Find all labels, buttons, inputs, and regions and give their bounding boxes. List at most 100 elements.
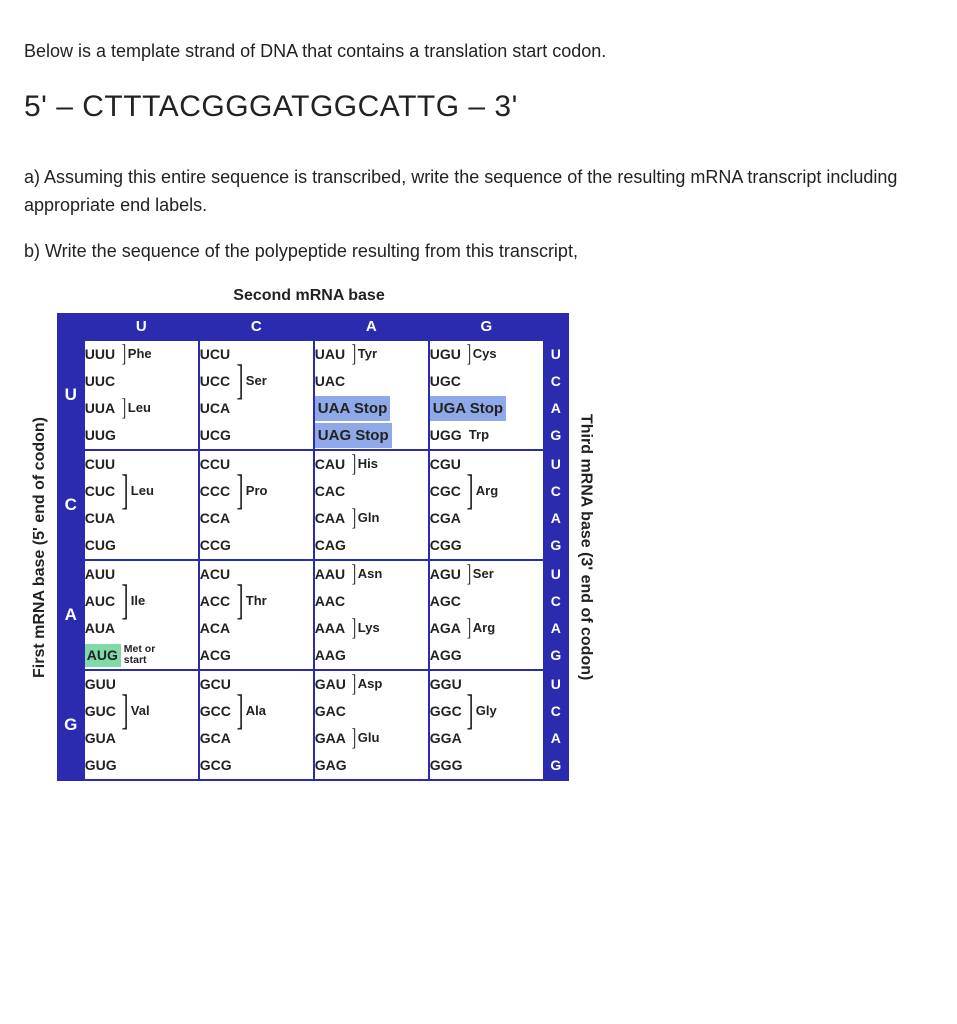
codon-cell-GC: GCUGCC]AlaGCAGCG bbox=[199, 670, 314, 780]
codon: UUA bbox=[85, 398, 121, 420]
codon: GCG bbox=[200, 755, 236, 777]
aa-label: Pro bbox=[246, 481, 268, 501]
third-base: G bbox=[545, 422, 567, 449]
codon: UCU bbox=[200, 344, 236, 366]
aa-label: Ser bbox=[473, 564, 494, 584]
row-header: C bbox=[58, 450, 84, 560]
aa-label: His bbox=[358, 454, 378, 474]
aa-label: Met orstart bbox=[124, 644, 156, 667]
codon: CUA bbox=[85, 508, 121, 530]
codon: GGC bbox=[430, 701, 466, 723]
stop-codon: UAA Stop bbox=[315, 396, 390, 421]
codon-cell-AG: AGU]SerAGCAGA]ArgAGG bbox=[429, 560, 544, 670]
codon: UCC bbox=[200, 371, 236, 393]
col-header: U bbox=[84, 314, 199, 340]
codon: AAG bbox=[315, 645, 351, 667]
codon: AGU bbox=[430, 564, 466, 586]
codon-cell-CA: CAU]HisCACCAA]GlnCAG bbox=[314, 450, 429, 560]
third-base: A bbox=[545, 505, 567, 532]
codon-table-wrapper: Second mRNA base First mRNA base (5' end… bbox=[24, 284, 624, 781]
top-axis-label: Second mRNA base bbox=[64, 284, 554, 309]
met-codon: AUG bbox=[85, 644, 121, 668]
codon-cell-AC: ACUACC]ThrACAACG bbox=[199, 560, 314, 670]
codon-cell-GG: GGUGGC]GlyGGAGGG bbox=[429, 670, 544, 780]
third-base: U bbox=[545, 561, 567, 588]
codon-cell-AU: AUUAUC]IleAUAAUGMet orstart bbox=[84, 560, 199, 670]
codon-cell-CC: CCUCCC]ProCCACCG bbox=[199, 450, 314, 560]
right-axis-label: Third mRNA base (3' end of codon) bbox=[569, 313, 602, 781]
third-base: G bbox=[545, 642, 567, 669]
aa-label: Tyr bbox=[358, 344, 377, 364]
codon: GUA bbox=[85, 728, 121, 750]
third-base: C bbox=[545, 368, 567, 395]
row-header: U bbox=[58, 340, 84, 450]
third-base: G bbox=[545, 532, 567, 559]
codon-cell-GA: GAU]AspGACGAA]GluGAG bbox=[314, 670, 429, 780]
codon: UCA bbox=[200, 398, 236, 420]
codon: GUU bbox=[85, 674, 121, 696]
codon: AGG bbox=[430, 645, 466, 667]
aa-label: Trp bbox=[469, 425, 489, 445]
codon: GCU bbox=[200, 674, 236, 696]
codon: CGA bbox=[430, 508, 466, 530]
stop-codon: UGA Stop bbox=[430, 396, 506, 421]
aa-label: Thr bbox=[246, 591, 267, 611]
codon: AGA bbox=[430, 618, 466, 640]
aa-label: Glu bbox=[358, 728, 380, 748]
codon: CCU bbox=[200, 454, 236, 476]
col-header: G bbox=[429, 314, 544, 340]
dna-sequence: 5' – CTTTACGGGATGGCATTG – 3' bbox=[24, 84, 933, 131]
codon: UUG bbox=[85, 425, 121, 447]
codon: CGU bbox=[430, 454, 466, 476]
third-base: G bbox=[545, 752, 567, 779]
codon: AAA bbox=[315, 618, 351, 640]
codon-cell-GU: GUUGUC]ValGUAGUG bbox=[84, 670, 199, 780]
codon: GGA bbox=[430, 728, 466, 750]
aa-label: Lys bbox=[358, 618, 380, 638]
aa-label: Val bbox=[131, 701, 150, 721]
codon: CAC bbox=[315, 481, 351, 503]
codon: GCC bbox=[200, 701, 236, 723]
codon: UGG bbox=[430, 425, 466, 447]
codon: CAG bbox=[315, 535, 351, 557]
col-header: C bbox=[199, 314, 314, 340]
codon: GUC bbox=[85, 701, 121, 723]
codon: CUU bbox=[85, 454, 121, 476]
codon: GUG bbox=[85, 755, 121, 777]
codon: UGU bbox=[430, 344, 466, 366]
codon: AGC bbox=[430, 591, 466, 613]
question-a: a) Assuming this entire sequence is tran… bbox=[24, 164, 933, 220]
third-base: A bbox=[545, 395, 567, 422]
third-base: U bbox=[545, 341, 567, 368]
third-base: U bbox=[545, 671, 567, 698]
codon-cell-CG: CGUCGC]ArgCGACGG bbox=[429, 450, 544, 560]
codon: ACU bbox=[200, 564, 236, 586]
question-b: b) Write the sequence of the polypeptide… bbox=[24, 238, 933, 266]
codon: UCG bbox=[200, 425, 236, 447]
codon-cell-UC: UCUUCC]SerUCAUCG bbox=[199, 340, 314, 450]
row-header: A bbox=[58, 560, 84, 670]
codon: CCC bbox=[200, 481, 236, 503]
aa-label: Phe bbox=[128, 344, 152, 364]
aa-label: Leu bbox=[131, 481, 154, 501]
codon: UAU bbox=[315, 344, 351, 366]
codon: GCA bbox=[200, 728, 236, 750]
codon: AUU bbox=[85, 564, 121, 586]
aa-label: Asn bbox=[358, 564, 383, 584]
third-base: U bbox=[545, 451, 567, 478]
codon: CCA bbox=[200, 508, 236, 530]
codon: UGC bbox=[430, 371, 466, 393]
aa-label: Leu bbox=[128, 398, 151, 418]
codon: CUG bbox=[85, 535, 121, 557]
codon-cell-CU: CUUCUC]LeuCUACUG bbox=[84, 450, 199, 560]
codon-cell-UA: UAU]TyrUACUAA StopUAG Stop bbox=[314, 340, 429, 450]
codon: GGU bbox=[430, 674, 466, 696]
codon: GAC bbox=[315, 701, 351, 723]
left-axis-label: First mRNA base (5' end of codon) bbox=[24, 313, 57, 781]
codon: GAA bbox=[315, 728, 351, 750]
codon-table: UCAGUUUU]PheUUCUUA]LeuUUGUCUUCC]SerUCAUC… bbox=[57, 313, 569, 781]
aa-label: Ala bbox=[246, 701, 266, 721]
codon: GAG bbox=[315, 755, 351, 777]
codon-cell-UU: UUU]PheUUCUUA]LeuUUG bbox=[84, 340, 199, 450]
intro-text: Below is a template strand of DNA that c… bbox=[24, 38, 933, 66]
